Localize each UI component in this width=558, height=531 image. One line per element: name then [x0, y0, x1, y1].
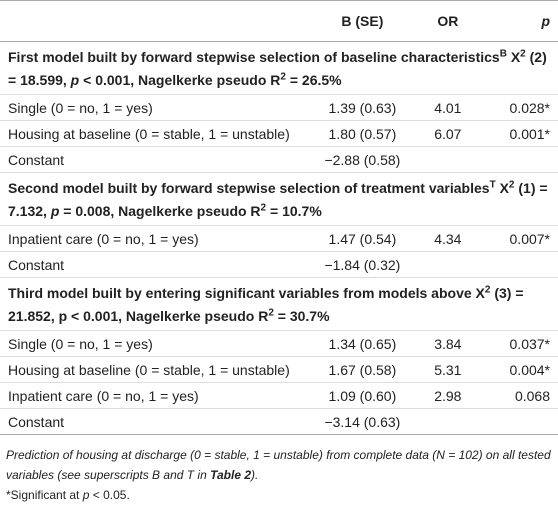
title-part: p: [70, 72, 80, 88]
data-row: Inpatient care (0 = no, 1 = yes) 1.09 (0.…: [0, 382, 558, 409]
data-row: Housing at baseline (0 = stable, 1 = uns…: [0, 356, 558, 383]
note-text: *Significant at: [6, 488, 83, 502]
cell: [417, 146, 479, 173]
title-part: 2: [268, 307, 274, 319]
cell: 5.31: [417, 356, 479, 383]
note-text: < 0.05.: [89, 488, 130, 502]
title-part: 2: [484, 284, 491, 296]
data-row: Single (0 = no, 1 = yes) 1.39 (0.63) 4.01 0…: [0, 94, 558, 121]
title-part: (1) = 7.132,: [8, 180, 548, 219]
cell: 2.98: [417, 382, 479, 409]
cell: Inpatient care (0 = no, 1 = yes): [0, 382, 308, 409]
header-cell: p: [478, 0, 558, 42]
data-row: Single (0 = no, 1 = yes) 1.34 (0.65) 3.84 0…: [0, 330, 558, 357]
cell: 0.001*: [478, 120, 558, 147]
cell: [478, 251, 558, 278]
title-part: = 10.7%: [266, 203, 322, 219]
header-text: p: [541, 13, 550, 29]
data-row: Constant −1.84 (0.32): [0, 251, 558, 278]
cell: Housing at baseline (0 = stable, 1 = uns…: [0, 120, 308, 147]
cell: 4.01: [417, 94, 479, 121]
section-title: First model built by forward stepwise se…: [0, 41, 558, 95]
title-part: X: [506, 49, 521, 65]
cell: 1.47 (0.54): [307, 225, 418, 252]
title-part: T: [489, 179, 496, 191]
cell: 1.80 (0.57): [307, 120, 418, 147]
results-table: B (SE) OR p First model built by forward…: [0, 0, 558, 435]
header-cell: B (SE): [307, 0, 418, 42]
cell: 1.34 (0.65): [307, 330, 418, 357]
cell: Housing at baseline (0 = stable, 1 = uns…: [0, 356, 308, 383]
title-part: X: [495, 180, 509, 196]
header-cell: [0, 0, 308, 42]
text: Prediction of housing at discharge (0 = …: [6, 448, 551, 482]
title-part: p: [50, 203, 60, 219]
cell: −3.14 (0.63): [307, 408, 418, 435]
footnote: Prediction of housing at discharge (0 = …: [0, 435, 558, 505]
data-row: Constant −2.88 (0.58): [0, 146, 558, 173]
cell: 0.037*: [478, 330, 558, 357]
cell: [417, 408, 479, 435]
cell: 1.39 (0.63): [307, 94, 418, 121]
title-part: = 26.5%: [285, 72, 342, 88]
cell: Inpatient care (0 = no, 1 = yes): [0, 225, 308, 252]
cell: Constant: [0, 146, 308, 173]
cell: 0.007*: [478, 225, 558, 252]
cell: 4.34: [417, 225, 479, 252]
cell: −1.84 (0.32): [307, 251, 418, 278]
cell: −2.88 (0.58): [307, 146, 418, 173]
title-part: = 0.008, Nagelkerke pseudo R: [59, 203, 261, 219]
data-row: Inpatient care (0 = no, 1 = yes) 1.47 (0.…: [0, 225, 558, 252]
section-row: First model built by forward stepwise se…: [0, 41, 558, 95]
cell: [478, 408, 558, 435]
cell: 0.004*: [478, 356, 558, 383]
title-part: < 0.001, Nagelkerke pseudo R: [79, 72, 281, 88]
cell: 6.07: [417, 120, 479, 147]
title-part: 2: [260, 202, 267, 214]
cell: 3.84: [417, 330, 479, 357]
title-part: (3) = 21.852, p < 0.001, Nagelkerke pseu…: [8, 285, 524, 324]
title-part: (2) = 18.599,: [8, 49, 547, 88]
title-part: 2: [520, 48, 526, 60]
header-cell: OR: [417, 0, 479, 42]
note-italic: p: [82, 488, 90, 502]
cell: [478, 146, 558, 173]
cell: [417, 251, 479, 278]
header-row: B (SE) OR p: [0, 0, 558, 42]
cell: 1.09 (0.60): [307, 382, 418, 409]
cell: 0.068: [478, 382, 558, 409]
cell: Constant: [0, 408, 308, 435]
title-part: Second model built by forward stepwise s…: [8, 180, 490, 196]
section-row: Third model built by entering significan…: [0, 277, 558, 331]
data-row: Housing at baseline (0 = stable, 1 = uns…: [0, 120, 558, 147]
title-part: = 30.7%: [273, 308, 330, 324]
title-part: First model built by forward stepwise se…: [8, 49, 500, 65]
cell: Constant: [0, 251, 308, 278]
table-ref: Table 2: [210, 468, 251, 482]
title-part: B: [499, 48, 507, 60]
cell: Single (0 = no, 1 = yes): [0, 94, 308, 121]
section-row: Second model built by forward stepwise s…: [0, 172, 558, 226]
cell: Single (0 = no, 1 = yes): [0, 330, 308, 357]
title-part: Third model built by entering significan…: [8, 285, 485, 301]
data-row: Constant −3.14 (0.63): [0, 408, 558, 435]
cell: 0.028*: [478, 94, 558, 121]
section-title: Second model built by forward stepwise s…: [0, 172, 558, 226]
title-part: 2: [508, 179, 515, 191]
footnote-text: Prediction of housing at discharge (0 = …: [6, 448, 551, 482]
cell: 1.67 (0.58): [307, 356, 418, 383]
text: ).: [251, 468, 259, 482]
section-title: Third model built by entering significan…: [0, 277, 558, 331]
title-part: 2: [280, 71, 286, 83]
